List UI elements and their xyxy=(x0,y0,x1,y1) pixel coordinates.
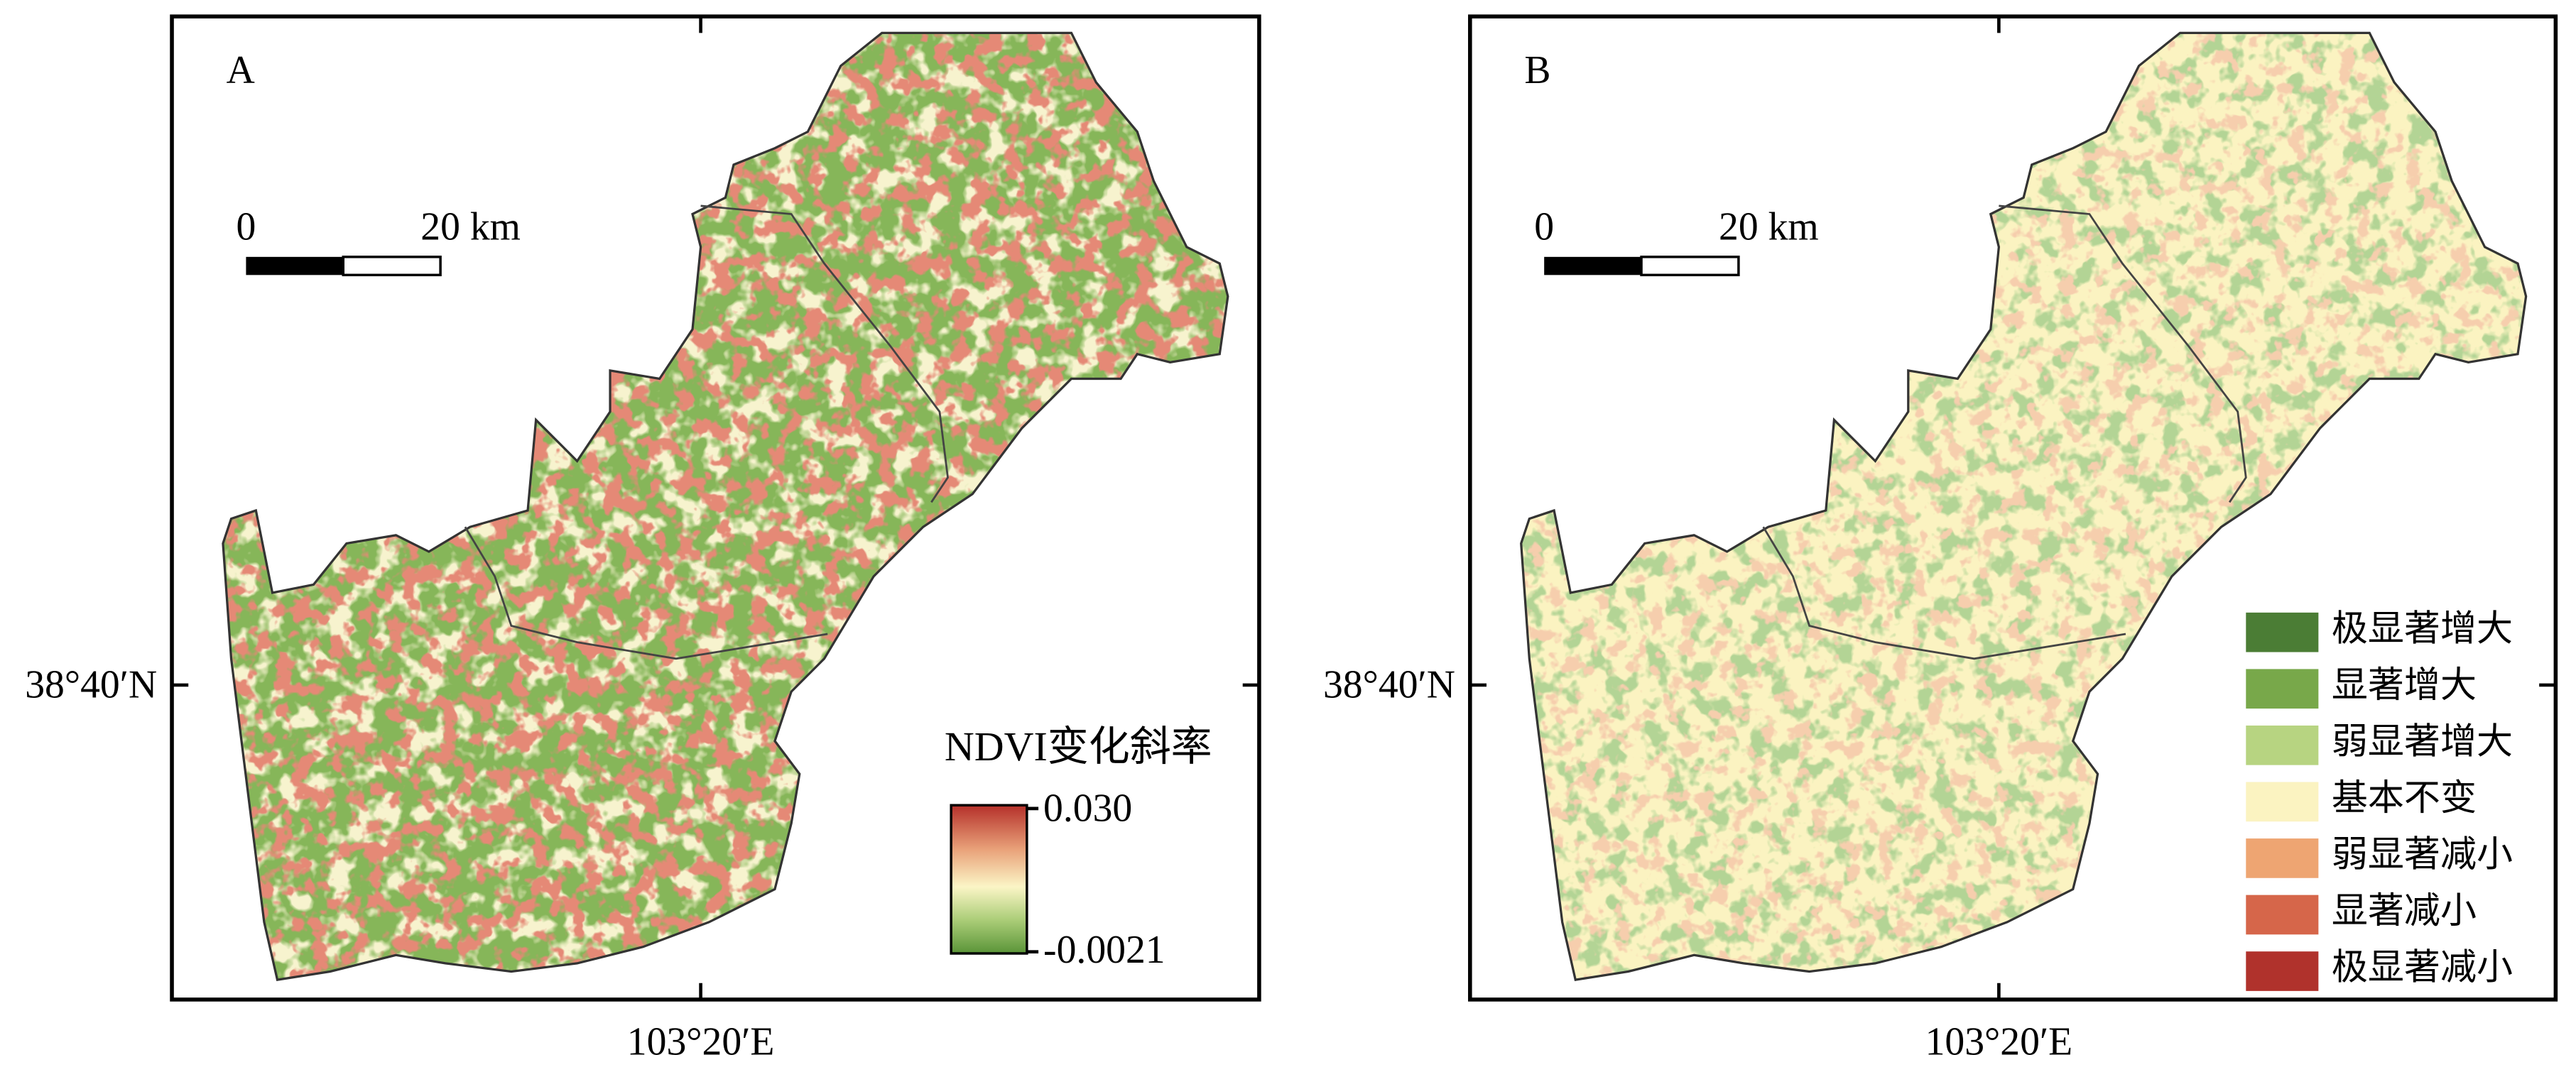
legend-swatch xyxy=(2246,669,2319,709)
legend-swatch xyxy=(2246,612,2319,652)
scale-bar xyxy=(1640,256,1740,277)
scale-start: 0 xyxy=(1534,205,1554,249)
scale-bar xyxy=(246,256,344,275)
legend-label: 弱显著减小 xyxy=(2332,836,2513,875)
legend-swatch xyxy=(2246,838,2319,878)
longitude-label: 103°20′E xyxy=(627,1020,775,1064)
scale-bar xyxy=(342,256,442,277)
district-boundary xyxy=(1999,204,2247,503)
district-boundary xyxy=(464,526,828,660)
legend-label: 显著增大 xyxy=(2332,666,2477,706)
color-bar xyxy=(950,804,1028,955)
panel-label: B xyxy=(1524,48,1550,92)
panel-label: A xyxy=(227,48,255,92)
scale-start: 0 xyxy=(236,205,256,249)
legend-label: 基本不变 xyxy=(2332,779,2477,819)
legend-label: 弱显著增大 xyxy=(2332,723,2513,762)
scale-end: 20 km xyxy=(420,205,521,249)
latitude-label: 38°40′N xyxy=(1323,662,1455,706)
color-bar-max: 0.030 xyxy=(1043,786,1132,830)
color-bar-min: -0.0021 xyxy=(1043,928,1165,972)
map-frame xyxy=(170,14,1261,1002)
legend-swatch xyxy=(2246,725,2319,765)
legend-label: 极显著增大 xyxy=(2332,609,2513,649)
map-frame xyxy=(1468,14,2558,1002)
legend-swatch xyxy=(2246,951,2319,991)
legend-label: 极显著减小 xyxy=(2332,948,2513,988)
scale-bar xyxy=(1544,256,1642,275)
latitude-label: 38°40′N xyxy=(25,662,157,706)
district-boundary xyxy=(1762,526,2126,660)
legend-label: 显著减小 xyxy=(2332,892,2477,931)
scale-end: 20 km xyxy=(1719,205,1819,249)
panel-b: B 0 20 km 38°40′N 103°20′E 极显著增大显著增大弱显著增… xyxy=(1323,14,2558,1064)
panel-a: A 0 20 km 38°40′N 103°20′E NDVI变化斜率 0.03… xyxy=(25,14,1261,1064)
legend-title: NDVI变化斜率 xyxy=(945,723,1212,770)
legend-swatch xyxy=(2246,782,2319,822)
district-boundary xyxy=(700,204,949,503)
longitude-label: 103°20′E xyxy=(1925,1020,2073,1064)
legend-swatch xyxy=(2246,895,2319,935)
